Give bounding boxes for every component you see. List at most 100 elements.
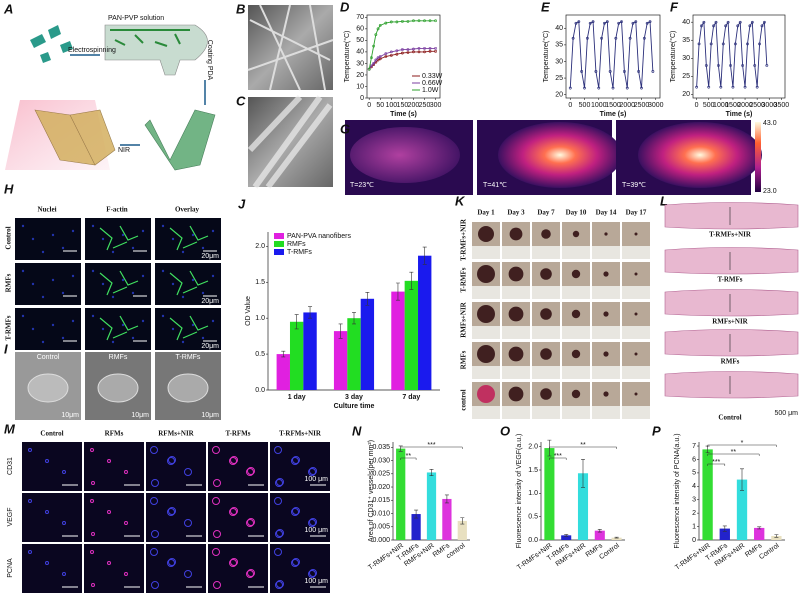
wound (540, 388, 552, 400)
x-tick-label: 1000 (713, 102, 729, 109)
point (389, 20, 393, 24)
bar (360, 298, 375, 390)
y-tick-label: 0.0 (528, 537, 538, 544)
point (428, 19, 432, 23)
point (746, 42, 749, 46)
point (400, 19, 404, 23)
point (750, 20, 754, 24)
ruler (622, 246, 650, 259)
ruler (472, 406, 500, 419)
fiber (247, 94, 333, 189)
legend-label: RMFs (287, 241, 306, 248)
column-header: F-actin (106, 206, 127, 214)
nucleus (111, 250, 115, 254)
stain (276, 529, 284, 537)
point (378, 23, 382, 27)
significance-label: *** (427, 442, 435, 449)
nucleus (111, 340, 115, 344)
point (434, 49, 437, 53)
point (577, 20, 581, 24)
nucleus (61, 291, 65, 295)
y-tick-label: 1.0 (255, 315, 265, 322)
image-label: RMFs (109, 354, 128, 361)
nucleus (201, 336, 205, 340)
nucleus (91, 224, 95, 228)
ruler (622, 366, 650, 379)
fiber (247, 4, 334, 91)
thermal-label: T=23℃ (350, 182, 374, 189)
ruler (502, 326, 530, 339)
stain (212, 548, 220, 556)
y-tick-label: 25 (682, 73, 690, 80)
point (637, 70, 641, 73)
nucleus (191, 278, 195, 282)
error-bar (308, 306, 313, 319)
row-label: VEGF (7, 507, 14, 526)
point (384, 21, 388, 25)
tissue (664, 289, 799, 317)
panel-label: C (236, 93, 246, 108)
scale-label: 100 μm (305, 527, 329, 534)
ruler (532, 406, 560, 419)
panel-label: L (660, 193, 668, 208)
nucleus (51, 323, 55, 327)
wound (478, 226, 494, 242)
point (741, 64, 745, 67)
y-axis-label: OD Value (245, 296, 252, 326)
nucleus (181, 250, 185, 254)
ruler (592, 326, 620, 339)
day-label: Day 7 (537, 209, 555, 217)
point (724, 24, 728, 28)
ruler (532, 326, 560, 339)
x-tick-label: 2500 (749, 102, 765, 109)
wound (634, 352, 638, 356)
cell (27, 373, 69, 403)
wound (477, 385, 495, 403)
point (697, 42, 701, 46)
point (374, 33, 378, 36)
stain (107, 510, 111, 514)
column-header: Overlay (175, 206, 200, 214)
point (608, 70, 612, 73)
x-tick-label: 0 (367, 102, 371, 109)
tissue (664, 202, 799, 230)
point (605, 20, 609, 24)
x-tick-label: 500 (703, 102, 715, 109)
thermal-spot (350, 127, 460, 183)
bar (289, 321, 304, 390)
y-axis-label: Temperature(°C) (542, 31, 550, 83)
point (585, 36, 589, 40)
day-label: Day 17 (626, 209, 647, 217)
point (428, 47, 432, 50)
bar (404, 280, 419, 390)
stain (291, 457, 299, 465)
y-tick-label: 20 (682, 91, 690, 98)
stain (167, 457, 175, 465)
point (412, 19, 415, 23)
y-tick-label: 0.025 (372, 471, 390, 478)
panel-label: I (4, 341, 8, 356)
wound (508, 266, 524, 282)
panel-label: E (541, 0, 550, 14)
point (763, 20, 766, 24)
stain (275, 530, 283, 538)
error-bar (564, 534, 569, 537)
stain (62, 470, 66, 474)
y-tick-label: 35 (682, 37, 690, 44)
day-label: Day 3 (507, 209, 525, 217)
stain (91, 532, 95, 536)
image (270, 493, 330, 542)
y-tick-label: 30 (356, 60, 364, 67)
ruler (472, 366, 500, 379)
wound (571, 309, 581, 319)
legend-swatch (274, 241, 284, 247)
stain (229, 457, 237, 465)
stain (230, 456, 238, 464)
panel-label: D (340, 0, 350, 14)
point (628, 36, 632, 40)
point (389, 53, 393, 57)
point (580, 70, 584, 73)
nucleus (211, 274, 215, 278)
bar (347, 318, 361, 390)
point (434, 19, 437, 23)
